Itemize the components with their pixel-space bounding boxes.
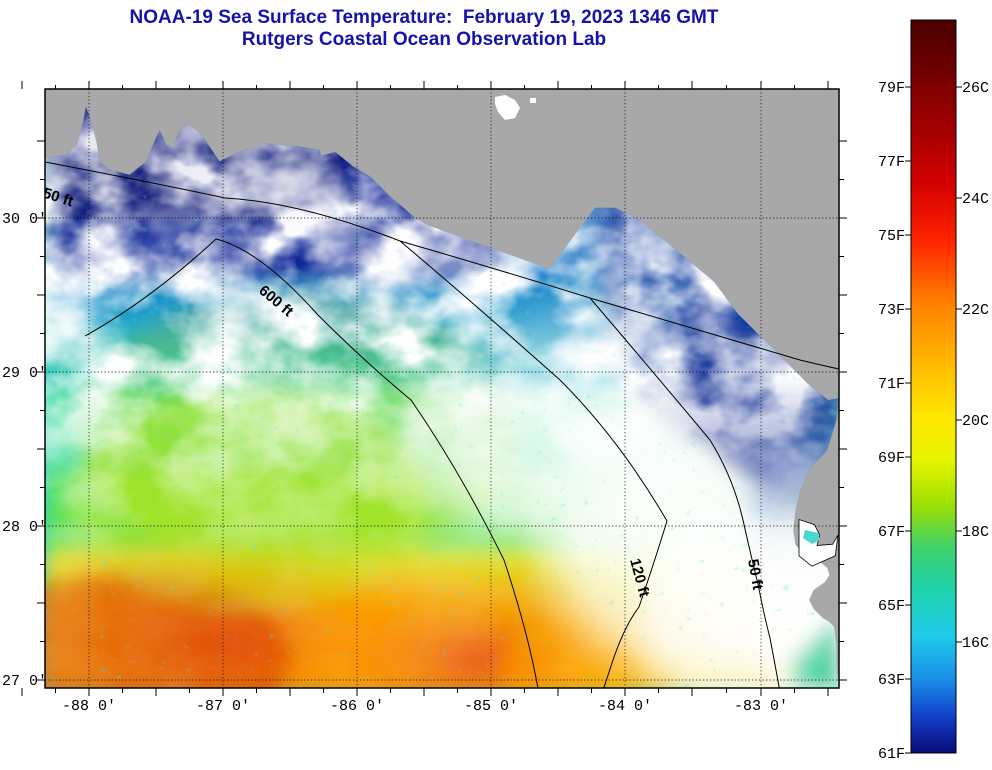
- svg-text:30 0': 30 0': [2, 211, 47, 228]
- svg-text:79F: 79F: [878, 80, 905, 97]
- svg-text:-86 0': -86 0': [330, 698, 384, 715]
- svg-text:18C: 18C: [962, 524, 989, 541]
- svg-text:24C: 24C: [962, 191, 989, 208]
- svg-text:-83 0': -83 0': [734, 698, 788, 715]
- svg-text:71F: 71F: [878, 376, 905, 393]
- svg-text:27 0': 27 0': [2, 673, 47, 690]
- svg-text:-87 0': -87 0': [196, 698, 250, 715]
- svg-text:61F: 61F: [878, 746, 905, 763]
- svg-text:28 0': 28 0': [2, 519, 47, 536]
- svg-text:16C: 16C: [962, 635, 989, 652]
- svg-text:77F: 77F: [878, 154, 905, 171]
- svg-text:29 0': 29 0': [2, 365, 47, 382]
- svg-text:26C: 26C: [962, 80, 989, 97]
- svg-text:63F: 63F: [878, 672, 905, 689]
- svg-text:-88 0': -88 0': [62, 698, 116, 715]
- svg-text:-85 0': -85 0': [464, 698, 518, 715]
- svg-text:69F: 69F: [878, 450, 905, 467]
- svg-text:73F: 73F: [878, 302, 905, 319]
- svg-text:65F: 65F: [878, 598, 905, 615]
- svg-text:22C: 22C: [962, 302, 989, 319]
- svg-text:-84 0': -84 0': [598, 698, 652, 715]
- svg-text:75F: 75F: [878, 228, 905, 245]
- svg-text:20C: 20C: [962, 413, 989, 430]
- svg-text:67F: 67F: [878, 524, 905, 541]
